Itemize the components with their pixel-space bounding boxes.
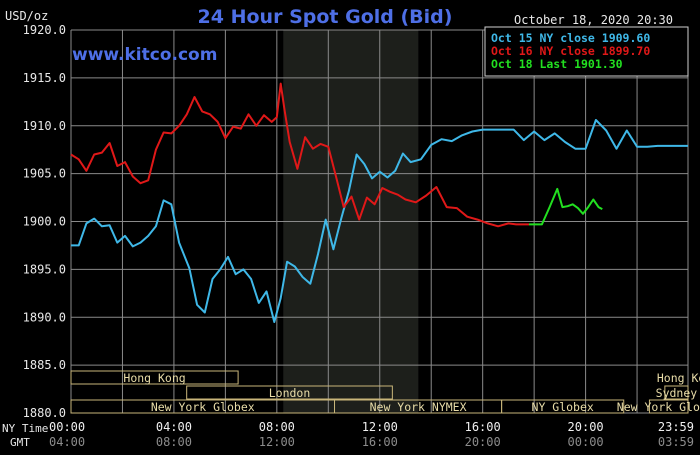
legend-item-oct16: Oct 16 NY close 1899.70 xyxy=(491,44,650,58)
y-tick-label: 1920.0 xyxy=(23,23,66,37)
session-label: Hong Kong xyxy=(657,371,700,385)
x-tick-label-ny: 04:00 xyxy=(156,420,192,434)
session-label: New York Globex xyxy=(617,400,700,414)
session-bar-outline xyxy=(186,385,393,400)
session-bar-outline xyxy=(70,370,239,385)
session-bar-outline xyxy=(648,399,689,414)
legend-item-oct18: Oct 18 Last 1901.30 xyxy=(491,57,623,71)
series-line-oct18 xyxy=(529,187,603,226)
x-tick-label-gmt: 08:00 xyxy=(156,435,192,449)
price-series xyxy=(70,82,689,323)
session-bar-outline xyxy=(501,399,625,414)
x-tick-label-ny: 16:00 xyxy=(465,420,501,434)
y-tick-label: 1890.0 xyxy=(23,310,66,324)
ny-time-label: NY Time xyxy=(2,422,48,435)
gmt-label: GMT xyxy=(10,436,30,449)
x-tick-label-ny: 08:00 xyxy=(259,420,295,434)
x-tick-label-gmt: 04:00 xyxy=(49,435,85,449)
y-tick-label: 1895.0 xyxy=(23,262,66,276)
legend: Oct 15 NY close 1909.60 Oct 16 NY close … xyxy=(484,26,689,77)
y-tick-label: 1900.0 xyxy=(23,215,66,229)
session-label: London xyxy=(269,386,311,400)
y-tick-label: 1880.0 xyxy=(23,406,66,420)
session-bar: New York Globex xyxy=(617,399,700,414)
session-bar: NY Globex xyxy=(501,399,625,414)
x-tick-label-gmt: 16:00 xyxy=(362,435,398,449)
y-tick-label: 1915.0 xyxy=(23,71,66,85)
y-tick-label: 1910.0 xyxy=(23,119,66,133)
session-bar: Sydney xyxy=(656,385,698,400)
x-tick-label-ny: 12:00 xyxy=(362,420,398,434)
trading-sessions: Hong Kong London New York Globex New York N… xyxy=(70,370,700,414)
x-tick-label-gmt: 20:00 xyxy=(465,435,501,449)
watermark-text: www.kitco.com xyxy=(72,45,217,65)
y-tick-label: 1905.0 xyxy=(23,167,66,181)
x-tick-label-ny: 20:00 xyxy=(568,420,604,434)
x-tick-label-gmt: 00:00 xyxy=(568,435,604,449)
session-bar: London xyxy=(186,385,393,400)
legend-item-oct15: Oct 15 NY close 1909.60 xyxy=(491,31,650,45)
x-tick-label-ny: 23:59 xyxy=(658,420,694,434)
series-line-oct16 xyxy=(70,82,529,228)
x-tick-label-ny: 00:00 xyxy=(49,420,85,434)
session-bar: Hong Kong xyxy=(70,370,239,385)
y-axis-unit: USD/oz xyxy=(5,9,48,23)
legend-box xyxy=(484,26,689,77)
session-bar: Hong Kong xyxy=(657,371,700,385)
session-label: New York NYMEX xyxy=(370,400,467,414)
chart-timestamp: October 18, 2020 20:30 xyxy=(514,13,673,27)
session-label: New York Globex xyxy=(151,400,255,414)
x-tick-label-gmt: 12:00 xyxy=(259,435,295,449)
session-label: NY Globex xyxy=(532,400,594,414)
chart-title: 24 Hour Spot Gold (Bid) xyxy=(198,6,453,28)
session-label: Hong Kong xyxy=(123,371,185,385)
y-tick-labels: 1920.0 1915.0 1910.0 1905.0 1900.0 1895.0 1890… xyxy=(23,23,66,420)
session-label: Sydney xyxy=(656,386,698,400)
x-tick-label-gmt: 03:59 xyxy=(658,435,694,449)
x-tick-labels: 00:0004:0004:0008:0008:0012:0012:0016:00… xyxy=(49,420,694,449)
y-tick-label: 1885.0 xyxy=(23,358,66,372)
session-bar-outline xyxy=(664,385,689,400)
